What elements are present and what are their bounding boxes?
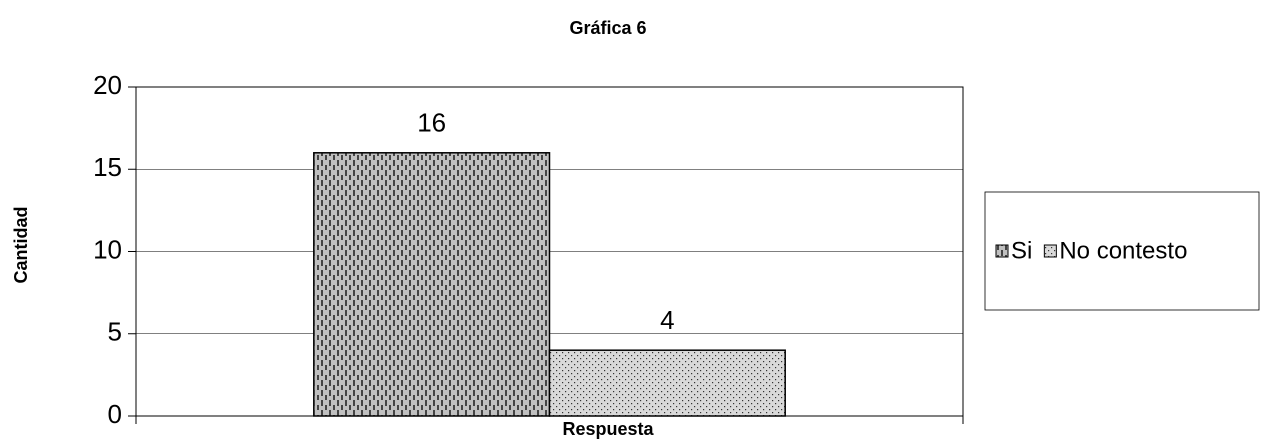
legend-label: Si xyxy=(1011,237,1032,264)
legend-swatch xyxy=(1043,244,1057,258)
legend-label: No contesto xyxy=(1059,237,1187,264)
y-tick-label: 15 xyxy=(93,152,122,182)
legend-swatch xyxy=(995,244,1009,258)
bar xyxy=(548,349,786,417)
y-tick-label: 10 xyxy=(93,234,122,264)
data-label: 16 xyxy=(417,108,446,138)
bar xyxy=(313,152,551,417)
x-axis-title: Respuesta xyxy=(562,419,654,439)
legend-box xyxy=(984,191,1260,311)
data-label: 4 xyxy=(660,305,674,335)
y-tick-label: 0 xyxy=(108,399,122,429)
y-tick-label: 5 xyxy=(108,317,122,347)
y-axis-title: Cantidad xyxy=(11,206,31,283)
chart-title: Gráfica 6 xyxy=(569,18,646,38)
y-tick-label: 20 xyxy=(93,70,122,100)
